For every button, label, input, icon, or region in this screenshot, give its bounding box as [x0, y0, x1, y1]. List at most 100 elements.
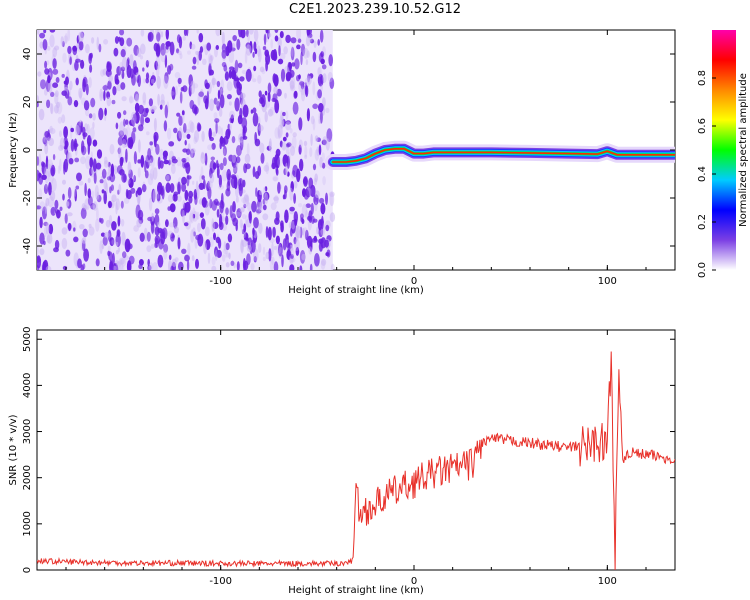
noise-speckle: [74, 157, 80, 163]
noise-speckle: [296, 30, 302, 40]
noise-speckle: [130, 187, 136, 194]
noise-speckle: [52, 82, 59, 88]
noise-speckle: [299, 265, 303, 270]
noise-speckle: [178, 115, 183, 126]
noise-speckle: [50, 91, 55, 97]
noise-speckle: [273, 86, 278, 95]
noise-speckle: [118, 61, 124, 75]
noise-speckle: [264, 186, 268, 192]
noise-speckle: [56, 101, 63, 115]
noise-speckle: [61, 114, 66, 124]
noise-speckle: [235, 196, 239, 203]
noise-speckle: [296, 226, 302, 239]
noise-speckle: [186, 174, 190, 187]
noise-speckle: [329, 191, 335, 197]
noise-speckle: [226, 94, 232, 100]
noise-speckle: [88, 113, 93, 119]
noise-speckle: [123, 118, 126, 127]
noise-speckle: [37, 205, 42, 210]
noise-speckle: [278, 45, 281, 57]
noise-speckle: [157, 221, 161, 227]
noise-speckle: [126, 57, 130, 66]
noise-speckle: [244, 193, 249, 202]
noise-speckle: [286, 155, 290, 169]
noise-speckle: [155, 143, 160, 155]
spectrogram-xlabel: Height of straight line (km): [288, 285, 424, 296]
noise-speckle: [303, 140, 308, 147]
noise-speckle: [227, 40, 233, 53]
noise-speckle: [321, 162, 326, 169]
noise-speckle: [319, 156, 323, 168]
snr-frame: [36, 329, 676, 571]
noise-speckle: [175, 85, 178, 96]
noise-speckle: [164, 54, 168, 68]
noise-speckle: [250, 109, 254, 114]
noise-speckle: [150, 221, 155, 234]
noise-speckle: [285, 120, 292, 125]
noise-speckle: [163, 159, 169, 165]
noise-speckle: [105, 219, 111, 228]
noise-speckle: [216, 208, 220, 218]
noise-speckle: [263, 164, 270, 172]
noise-speckle: [184, 189, 189, 201]
noise-speckle: [216, 159, 219, 169]
noise-speckle: [195, 258, 199, 269]
noise-speckle: [293, 180, 298, 189]
noise-speckle: [61, 90, 68, 96]
noise-speckle: [153, 117, 157, 132]
noise-speckle: [80, 121, 84, 133]
noise-speckle: [303, 188, 310, 200]
noise-speckle: [150, 156, 155, 170]
noise-speckle: [144, 160, 147, 173]
noise-speckle: [231, 154, 236, 164]
noise-speckle: [120, 66, 125, 72]
noise-speckle: [80, 207, 87, 219]
noise-speckle: [122, 251, 127, 259]
noise-speckle: [197, 123, 202, 132]
noise-speckle: [106, 96, 112, 107]
noise-speckle: [217, 89, 221, 100]
noise-speckle: [268, 138, 272, 153]
noise-speckle: [121, 173, 127, 183]
noise-speckle: [306, 30, 312, 37]
noise-speckle: [279, 52, 286, 60]
noise-speckle: [189, 212, 195, 224]
noise-speckle: [317, 39, 321, 46]
noise-speckle: [245, 44, 252, 56]
noise-speckle: [272, 53, 278, 61]
noise-speckle: [118, 146, 123, 160]
noise-speckle: [197, 222, 201, 233]
noise-speckle: [196, 30, 199, 34]
noise-speckle: [307, 75, 312, 85]
noise-speckle: [107, 229, 112, 242]
noise-speckle: [147, 148, 152, 161]
noise-speckle: [50, 164, 56, 177]
noise-speckle: [65, 249, 71, 257]
noise-speckle: [75, 43, 80, 49]
noise-speckle: [253, 30, 259, 42]
noise-speckle: [78, 87, 83, 99]
noise-speckle: [70, 139, 75, 152]
noise-speckle: [221, 169, 228, 182]
noise-speckle: [279, 30, 284, 39]
noise-speckle: [115, 250, 119, 255]
noise-speckle: [118, 183, 122, 194]
noise-speckle: [319, 30, 324, 43]
noise-speckle: [180, 208, 185, 217]
noise-speckle: [209, 98, 215, 112]
noise-speckle: [63, 158, 69, 173]
noise-speckle: [308, 246, 313, 255]
noise-speckle: [300, 86, 306, 96]
noise-speckle: [98, 217, 102, 223]
noise-speckle: [85, 83, 89, 96]
noise-speckle: [219, 94, 225, 109]
noise-speckle: [171, 158, 178, 164]
noise-region: [37, 30, 336, 270]
noise-speckle: [83, 205, 88, 210]
noise-speckle: [293, 193, 296, 204]
noise-speckle: [115, 198, 120, 211]
noise-speckle: [125, 126, 131, 141]
noise-speckle: [325, 224, 330, 232]
noise-speckle: [37, 71, 42, 77]
noise-speckle: [47, 159, 53, 169]
